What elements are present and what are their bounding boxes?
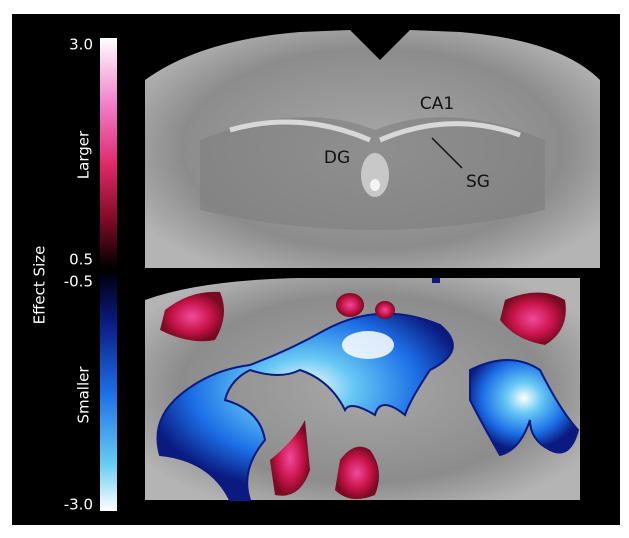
colorbar-tick-label: -3.0 — [64, 496, 93, 514]
red-region — [375, 301, 395, 319]
blue-peak — [342, 331, 394, 359]
page: {"colorbar": {"title": "Effect Size", "p… — [0, 0, 629, 538]
colorbar-tick-label: -0.5 — [64, 273, 93, 291]
annotation: SG — [466, 172, 490, 192]
colorbar-tick-label: 3.0 — [69, 36, 93, 54]
top-slice — [145, 30, 600, 268]
figure: CA1 DG SG 3.0 0.5 -0.5 -3.0 Larger Small… — [0, 0, 629, 538]
annotation: DG — [324, 148, 350, 168]
colorbar-negative — [100, 274, 117, 511]
red-region — [336, 293, 364, 317]
colorbar-tick-label: 0.5 — [69, 251, 93, 269]
colorbar-label: Larger — [75, 130, 93, 179]
colorbar-title: Effect Size — [31, 246, 49, 325]
colorbar-positive — [100, 38, 117, 268]
ventricle — [370, 179, 380, 191]
blue-region — [432, 278, 440, 283]
colorbar-label: Smaller — [75, 366, 93, 424]
annotation: CA1 — [420, 94, 454, 114]
